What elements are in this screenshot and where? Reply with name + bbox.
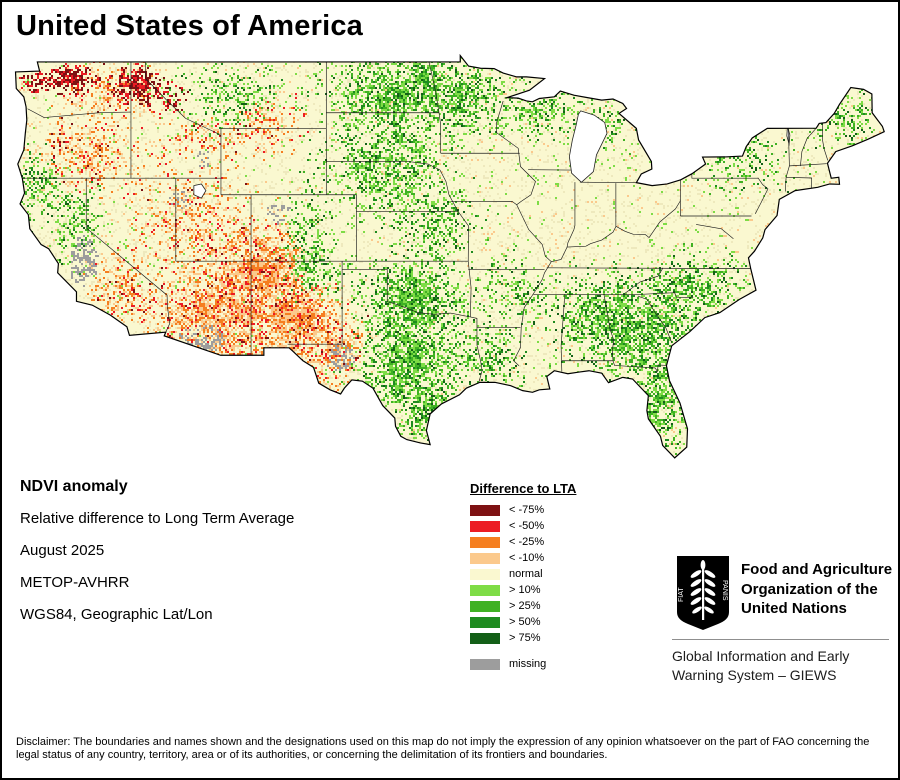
- map-info-block: NDVI anomaly Relative difference to Long…: [20, 478, 294, 638]
- legend-swatch: [470, 504, 500, 516]
- legend-swatch: [470, 658, 500, 670]
- map-info-heading: NDVI anomaly: [20, 478, 128, 495]
- legend-item-label: > 50%: [509, 616, 541, 628]
- giews-caption: Global Information and Early Warning Sys…: [672, 647, 849, 685]
- map-info-date: August 2025: [20, 542, 105, 559]
- fao-org-line: Food and Agriculture: [741, 561, 893, 578]
- legend-item: < -50%: [470, 520, 576, 532]
- fao-organization-name: Food and Agriculture Organization of the…: [741, 560, 892, 619]
- legend-item-label: < -25%: [509, 536, 545, 548]
- fao-org-line: Organization of the: [741, 580, 878, 598]
- legend-item-label: < -10%: [509, 552, 545, 564]
- legend-item: normal: [470, 568, 576, 580]
- legend-item: < -75%: [470, 504, 576, 516]
- footer-divider: [672, 639, 889, 640]
- legend-swatch: [470, 568, 500, 580]
- legend-swatch: [470, 632, 500, 644]
- legend-item-missing: missing: [470, 658, 576, 670]
- giews-caption-line: Global Information and Early: [672, 648, 850, 664]
- legend-item-label: > 25%: [509, 600, 541, 612]
- legend-item-label: normal: [509, 568, 543, 580]
- legend-item-label: > 75%: [509, 632, 541, 644]
- fao-logo-icon: FIAT PANIS: [677, 556, 729, 630]
- fao-motto-fiat: FIAT: [678, 587, 685, 602]
- map-info-description: Relative difference to Long Term Average: [20, 510, 295, 527]
- usa-ndvi-map: [8, 52, 892, 464]
- map-info-projection: WGS84, Geographic Lat/Lon: [20, 606, 213, 623]
- legend-item: > 50%: [470, 616, 576, 628]
- legend-swatch: [470, 552, 500, 564]
- legend-swatch: [470, 616, 500, 628]
- fao-org-line: United Nations: [741, 600, 847, 617]
- legend-swatch: [470, 536, 500, 548]
- legend-item-label: < -50%: [509, 520, 545, 532]
- giews-caption-line: Warning System – GIEWS: [672, 667, 837, 683]
- fao-motto-panis: PANIS: [721, 580, 728, 601]
- legend: Difference to LTA < -75% < -50% < -25% <…: [470, 481, 576, 674]
- legend-item: < -10%: [470, 552, 576, 564]
- legend-item: > 10%: [470, 584, 576, 596]
- legend-item-label: > 10%: [509, 584, 541, 596]
- legend-item: > 75%: [470, 632, 576, 644]
- disclaimer-text: Disclaimer: The boundaries and names sho…: [16, 736, 870, 761]
- page-title: United States of America: [16, 10, 363, 42]
- legend-item-label: < -75%: [509, 504, 545, 516]
- legend-swatch: [470, 520, 500, 532]
- legend-title: Difference to LTA: [470, 481, 577, 496]
- legend-swatch: [470, 600, 500, 612]
- map-info-sensor: METOP-AVHRR: [20, 574, 130, 591]
- legend-item-label: missing: [509, 658, 547, 670]
- legend-item: > 25%: [470, 600, 576, 612]
- legend-item: < -25%: [470, 536, 576, 548]
- legend-swatch: [470, 584, 500, 596]
